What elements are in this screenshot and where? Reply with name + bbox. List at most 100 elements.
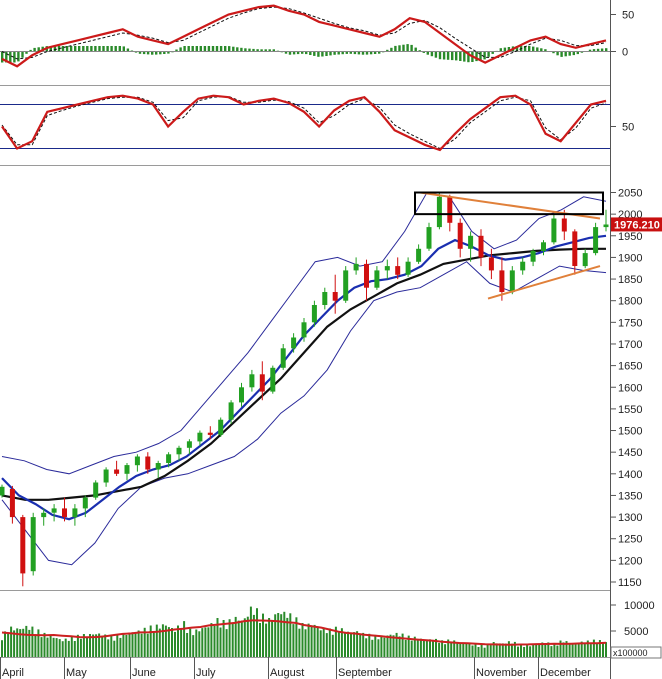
volume-bar (483, 647, 486, 657)
price-tick-label: 1950 (618, 231, 642, 243)
volume-bar (344, 633, 346, 657)
macd-histogram-bar (110, 46, 113, 52)
volume-bar (307, 623, 310, 657)
macd-histogram-bar (309, 51, 312, 55)
macd-histogram-bar (373, 51, 377, 54)
macd-histogram-bar (102, 46, 105, 52)
macd-histogram-bar (426, 51, 429, 55)
volume-bar (568, 643, 571, 657)
macd-histogram-bar (430, 51, 434, 57)
candle-body (353, 263, 359, 271)
volume-bar (331, 634, 334, 657)
macd-histogram-bar (378, 51, 381, 54)
volume-bar (389, 634, 392, 657)
candle-body (426, 227, 432, 249)
macd-histogram-bar (126, 48, 130, 52)
volume-bar (134, 633, 137, 657)
volume-bar (64, 638, 67, 657)
candle-body (468, 235, 474, 249)
volume-bar (523, 647, 526, 657)
volume-bar (598, 640, 601, 657)
volume-bar (441, 640, 444, 657)
month-label: April (2, 667, 24, 679)
volume-bar (562, 642, 565, 657)
volume-bar (131, 632, 134, 657)
volume-bar (429, 639, 431, 657)
volume-bar (143, 627, 146, 657)
volume-bar (419, 638, 422, 657)
volume-bar (550, 646, 553, 657)
price-tick-label: 1900 (618, 252, 642, 264)
month-label: November (476, 667, 527, 679)
macd-histogram-bar (146, 51, 150, 55)
macd-histogram-bar (183, 46, 186, 52)
price-tick-label: 2050 (618, 188, 642, 200)
macd-histogram-bar (203, 46, 207, 52)
macd-histogram-bar (228, 46, 231, 52)
volume-bar (177, 625, 179, 657)
month-label: May (66, 667, 87, 679)
volume-bar (362, 632, 365, 657)
stochastic-panel: 50 (0, 94, 634, 152)
volume-bar (501, 643, 504, 657)
volume-bar (122, 633, 125, 657)
price-tick-label: 1600 (618, 382, 642, 394)
volume-bar (301, 623, 304, 657)
month-label: September (338, 667, 392, 679)
price-tick-label: 1500 (618, 426, 642, 438)
volume-bar (40, 637, 43, 657)
panel-frames (0, 0, 611, 679)
volume-bar (4, 631, 6, 657)
price-tick-label: 1350 (618, 490, 642, 502)
macd-histogram-bar (25, 51, 28, 54)
volume-bar (432, 640, 434, 657)
volume-bar (383, 637, 386, 657)
candle-body (239, 387, 244, 403)
volume-moving-average (1, 619, 607, 646)
volume-bar (204, 627, 207, 657)
volume-bar (7, 633, 10, 657)
month-label: July (196, 667, 216, 679)
macd-histogram-bar (236, 47, 239, 52)
volume-bar (262, 613, 264, 657)
volume-bar (316, 626, 319, 657)
volume-bar (538, 643, 541, 657)
volume-bar (589, 644, 592, 657)
volume-bar (453, 640, 456, 657)
macd-histogram-bar (256, 49, 259, 52)
volume-bar (280, 614, 283, 657)
volume-bar (128, 632, 131, 657)
volume-bar (380, 636, 383, 657)
candle-body (478, 235, 484, 258)
volume-bar (237, 620, 240, 657)
macd-histogram-bar (390, 47, 393, 52)
volume-bar (310, 625, 313, 657)
volume-bar (413, 636, 416, 657)
macd-histogram-bar (138, 51, 142, 54)
candle-body (176, 447, 182, 455)
volume-bar (16, 628, 19, 657)
macd-histogram-bar (69, 46, 73, 52)
macd-histogram-bar (394, 45, 397, 52)
macd-histogram-bar (61, 46, 65, 52)
volume-bar (73, 641, 76, 657)
macd-histogram-bar (580, 51, 584, 53)
candle-body (51, 508, 57, 513)
volume-bar (13, 630, 16, 657)
bollinger-upper-band (1, 191, 607, 475)
stochastic-k-line (1, 94, 607, 152)
candle-body (72, 508, 78, 518)
volume-bar (137, 630, 140, 657)
macd-histogram-bar (576, 51, 579, 55)
volume-bar (49, 635, 52, 657)
candle-body (218, 419, 224, 435)
candle-body (364, 263, 369, 288)
macd-histogram-bar (341, 51, 344, 55)
macd-histogram-bar (600, 48, 604, 52)
volume-bar (459, 642, 462, 657)
candle-body (207, 432, 213, 435)
candle-body (301, 322, 307, 338)
candle-body (457, 222, 463, 249)
price-tick-label: 1150 (618, 577, 642, 589)
macd-histogram-bar (74, 46, 77, 52)
